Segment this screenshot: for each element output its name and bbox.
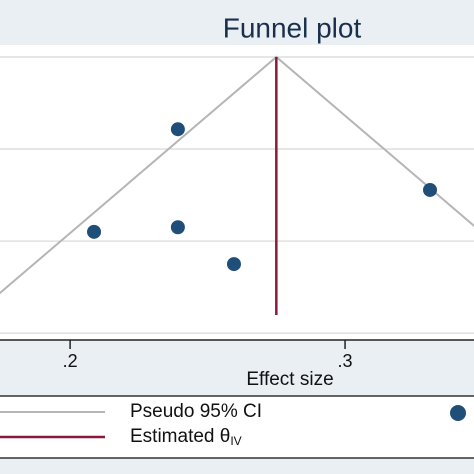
legend (0, 395, 474, 459)
legend-label-subscript: IV (230, 434, 241, 448)
study-point (423, 182, 438, 197)
legend-swatch (450, 405, 466, 421)
legend-label: Estimated θIV (130, 426, 242, 448)
study-point (226, 257, 241, 272)
study-point (87, 224, 102, 239)
legend-label: Pseudo 95% CI (130, 401, 262, 422)
x-tick-label: .3 (338, 351, 353, 371)
x-axis-label: Effect size (246, 369, 333, 390)
study-point (170, 122, 185, 137)
plot-area (0, 45, 474, 340)
study-point (170, 220, 185, 235)
x-tick-label: .2 (63, 351, 78, 371)
legend-label-main: Estimated θ (130, 426, 230, 447)
chart-title: Funnel plot (223, 12, 362, 43)
